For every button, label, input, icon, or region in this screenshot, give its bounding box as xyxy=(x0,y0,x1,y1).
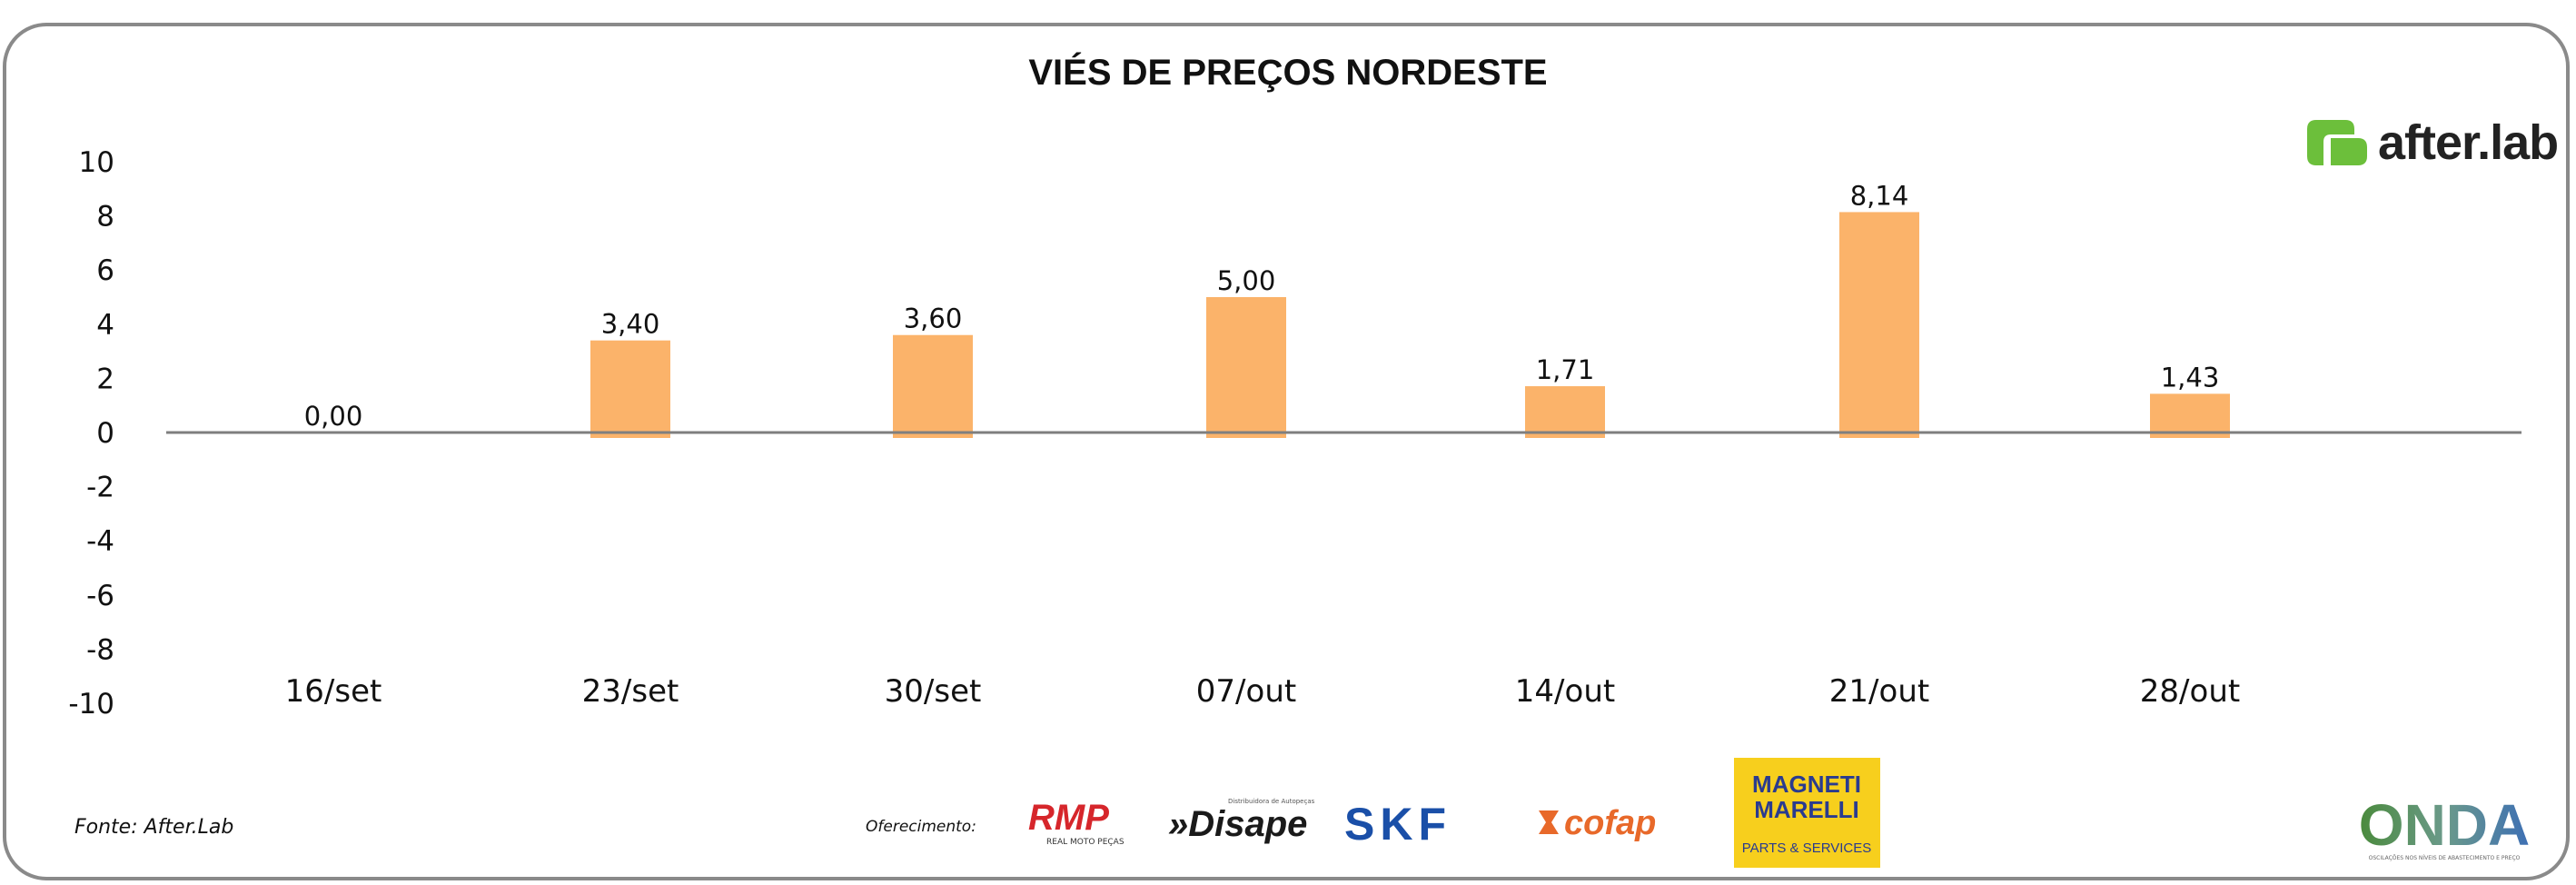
data-labels-group: 0,00 3,40 3,60 5,00 1,71 8,14 1,43 xyxy=(304,180,2220,432)
bar-23-set xyxy=(590,340,670,438)
rmp-logo: RMP REAL MOTO PEÇAS xyxy=(1028,798,1125,847)
skf-logo: SKF xyxy=(1344,800,1451,845)
y-tick-label: 6 xyxy=(96,254,114,287)
magneti-marelli-logo: MAGNETI MARELLI PARTS & SERVICES xyxy=(1734,758,1880,868)
magneti-line2: MARELLI xyxy=(1754,796,1859,823)
chart-title: VIÉS DE PREÇOS NORDESTE xyxy=(1028,53,1548,93)
disape-tagline: Distribuidora de Autopeças xyxy=(1228,798,1315,805)
skf-wordmark: SKF xyxy=(1344,800,1451,845)
x-tick-label: 07/out xyxy=(1196,673,1296,710)
disape-wordmark: »Disape xyxy=(1168,804,1307,844)
y-tick-label: 2 xyxy=(96,363,114,395)
x-axis-labels: 16/set 23/set 30/set 07/out 14/out 21/out 28/o… xyxy=(285,673,2241,710)
y-tick-label: -6 xyxy=(86,580,114,612)
data-label: 3,40 xyxy=(601,309,660,340)
y-tick-label: 0 xyxy=(96,417,114,450)
cofap-logo: cofap xyxy=(1539,804,1656,842)
bar-21-out xyxy=(1839,212,1919,438)
afterlab-mark-icon xyxy=(2307,120,2367,165)
magneti-tagline: PARTS & SERVICES xyxy=(1742,840,1872,856)
rmp-wordmark: RMP xyxy=(1028,798,1109,838)
rmp-tagline: REAL MOTO PEÇAS xyxy=(1046,838,1125,847)
onda-wordmark: ONDA xyxy=(2359,792,2530,858)
x-tick-label: 23/set xyxy=(582,673,679,710)
y-tick-label: -4 xyxy=(86,525,114,558)
x-tick-label: 16/set xyxy=(285,673,382,710)
cofap-wordmark: cofap xyxy=(1564,804,1656,842)
afterlab-logo: after.lab xyxy=(2304,111,2559,174)
x-tick-label: 28/out xyxy=(2140,673,2240,710)
onda-tagline: OSCILAÇÕES NOS NÍVEIS DE ABASTECIMENTO E… xyxy=(2369,855,2521,861)
cofap-mark-icon xyxy=(1539,810,1559,834)
afterlab-wordmark: after.lab xyxy=(2378,115,2559,170)
y-tick-label: 10 xyxy=(79,146,114,179)
data-label: 0,00 xyxy=(304,401,363,432)
data-label: 8,14 xyxy=(1850,180,1909,211)
bar-07-out xyxy=(1206,297,1286,438)
y-axis-ticks: 10 8 6 4 2 0 -2 -4 -6 -8 -10 xyxy=(68,146,114,721)
disape-logo: Distribuidora de Autopeças »Disape xyxy=(1168,798,1315,844)
data-label: 3,60 xyxy=(904,303,963,334)
data-label: 5,00 xyxy=(1217,265,1276,296)
x-tick-label: 30/set xyxy=(885,673,982,710)
y-tick-label: -10 xyxy=(68,688,114,721)
y-tick-label: 8 xyxy=(96,201,114,234)
data-label: 1,43 xyxy=(2161,362,2220,393)
bar-28-out xyxy=(2150,393,2230,438)
chart-frame xyxy=(3,23,2570,880)
x-tick-label: 21/out xyxy=(1829,673,1929,710)
sponsor-label: Oferecimento: xyxy=(866,818,976,836)
source-note: Fonte: After.Lab xyxy=(74,816,234,839)
bars-group xyxy=(590,212,2230,438)
y-tick-label: -8 xyxy=(86,633,114,666)
data-label: 1,71 xyxy=(1536,354,1595,385)
magneti-line1: MAGNETI xyxy=(1752,771,1861,798)
bar-14-out xyxy=(1525,386,1605,438)
y-tick-label: -2 xyxy=(86,472,114,504)
x-tick-label: 14/out xyxy=(1515,673,1615,710)
bar-30-set xyxy=(893,334,973,438)
y-tick-label: 4 xyxy=(96,309,114,342)
onda-logo: ONDA OSCILAÇÕES NOS NÍVEIS DE ABASTECIME… xyxy=(2359,792,2530,861)
